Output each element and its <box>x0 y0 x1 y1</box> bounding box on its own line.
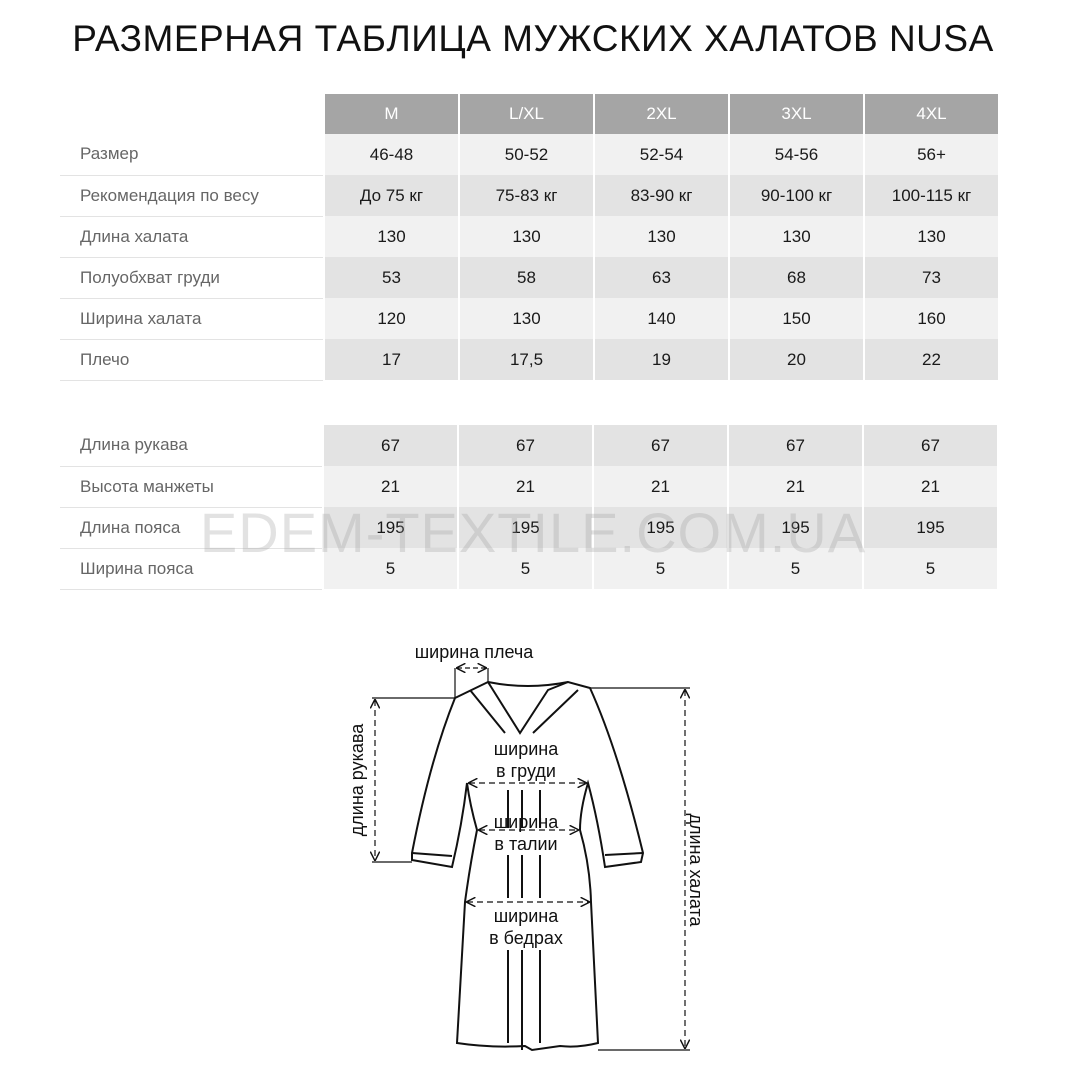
row-label: Высота манжеты <box>60 466 323 508</box>
cell-value: 63 <box>593 257 729 298</box>
cell-value: 21 <box>862 466 997 507</box>
row-label: Длина рукава <box>60 425 323 467</box>
page-title: РАЗМЕРНАЯ ТАБЛИЦА МУЖСКИХ ХАЛАТОВ NUSA <box>72 18 994 59</box>
size-header: L/XL <box>458 94 594 134</box>
row-label: Размер <box>60 134 324 176</box>
cell-value: 56+ <box>863 134 998 175</box>
header-row: M L/XL 2XL 3XL 4XL <box>60 94 998 134</box>
cell-value: 22 <box>863 339 998 380</box>
cell-value: 73 <box>863 257 998 298</box>
cell-value: 5 <box>862 548 997 589</box>
cell-value: 90-100 кг <box>728 175 864 216</box>
cell-value: 140 <box>593 298 729 339</box>
row-label: Ширина халата <box>60 298 324 340</box>
cell-value: 21 <box>592 466 728 507</box>
table-row: Полуобхват груди 53 58 63 68 73 <box>60 257 998 299</box>
cell-value: 21 <box>727 466 863 507</box>
cell-value: 150 <box>728 298 864 339</box>
label-chest-2: в груди <box>496 761 556 781</box>
row-label: Плечо <box>60 339 324 381</box>
cell-value: 68 <box>728 257 864 298</box>
cell-value: 75-83 кг <box>458 175 594 216</box>
label-waist: ширина <box>494 812 560 832</box>
cell-value: 130 <box>593 216 729 257</box>
cell-value: 67 <box>457 425 593 466</box>
size-table-extra: Длина рукава 67 67 67 67 67 Высота манжеты 21 21… <box>60 425 997 590</box>
cell-value: 195 <box>862 507 997 548</box>
table-row: Рекомендация по весу До 75 кг 75-83 кг 83-9… <box>60 175 998 217</box>
row-label: Длина халата <box>60 216 324 258</box>
cell-value: 195 <box>727 507 863 548</box>
cell-value: 17,5 <box>458 339 594 380</box>
size-header: 3XL <box>728 94 864 134</box>
cell-value: 53 <box>323 257 459 298</box>
cell-value: 5 <box>457 548 593 589</box>
cell-value: 67 <box>322 425 458 466</box>
label-hips: ширина <box>494 906 560 926</box>
row-label: Рекомендация по весу <box>60 175 324 217</box>
cell-value: 195 <box>322 507 458 548</box>
cell-value: 195 <box>592 507 728 548</box>
robe-outline <box>411 680 645 1052</box>
cell-value: 20 <box>728 339 864 380</box>
table-row: Длина халата 130 130 130 130 130 <box>60 216 998 258</box>
cell-value: 17 <box>323 339 459 380</box>
cell-value: 52-54 <box>593 134 729 175</box>
size-header: M <box>323 94 459 134</box>
cell-value: 130 <box>323 216 459 257</box>
cell-value: 130 <box>458 216 594 257</box>
cell-value: 120 <box>323 298 459 339</box>
table-row: Длина рукава 67 67 67 67 67 <box>60 425 997 467</box>
cell-value: 5 <box>592 548 728 589</box>
cell-value: 67 <box>592 425 728 466</box>
row-label: Длина пояса <box>60 507 323 549</box>
cell-value: 21 <box>457 466 593 507</box>
cell-value: 19 <box>593 339 729 380</box>
cell-value: 5 <box>727 548 863 589</box>
label-shoulder-width: ширина плеча <box>415 642 535 662</box>
cell-value: 5 <box>322 548 458 589</box>
cell-value: 54-56 <box>728 134 864 175</box>
cell-value: 21 <box>322 466 458 507</box>
cell-value: 130 <box>728 216 864 257</box>
table-row: Высота манжеты 21 21 21 21 21 <box>60 466 997 508</box>
cell-value: 46-48 <box>323 134 459 175</box>
label-waist-2: в талии <box>494 834 557 854</box>
cell-value: 83-90 кг <box>593 175 729 216</box>
cell-value: 67 <box>727 425 863 466</box>
size-header: 4XL <box>863 94 998 134</box>
row-label: Ширина пояса <box>60 548 323 590</box>
size-table-main: M L/XL 2XL 3XL 4XL Размер 46-48 50-52 52-54… <box>60 94 998 381</box>
cell-value: 195 <box>457 507 593 548</box>
cell-value: 67 <box>862 425 997 466</box>
cell-value: 160 <box>863 298 998 339</box>
measure-lines <box>372 668 690 1051</box>
table-row: Размер 46-48 50-52 52-54 54-56 56+ <box>60 134 998 176</box>
table-row: Ширина пояса 5 5 5 5 5 <box>60 548 997 590</box>
table-row: Длина пояса 195 195 195 195 195 <box>60 507 997 549</box>
table-row: Плечо 17 17,5 19 20 22 <box>60 339 998 381</box>
cell-value: 58 <box>458 257 594 298</box>
label-hips-2: в бедрах <box>489 928 563 948</box>
cell-value: 130 <box>863 216 998 257</box>
cell-value: 50-52 <box>458 134 594 175</box>
label-chest: ширина <box>494 739 560 759</box>
cell-value: 130 <box>458 298 594 339</box>
row-label: Полуобхват груди <box>60 257 324 299</box>
table-row: Ширина халата 120 130 140 150 160 <box>60 298 998 340</box>
cell-value: 100-115 кг <box>863 175 998 216</box>
cell-value: До 75 кг <box>323 175 459 216</box>
label-robe-length: длина халата <box>686 814 706 928</box>
label-sleeve-length: длина рукава <box>347 723 367 836</box>
size-header: 2XL <box>593 94 729 134</box>
